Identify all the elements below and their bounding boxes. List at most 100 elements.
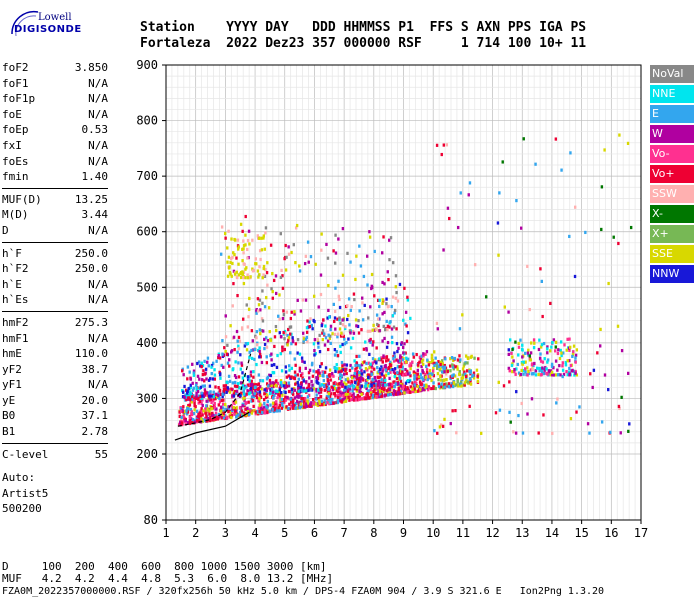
echo-point xyxy=(527,353,530,357)
echo-point xyxy=(275,409,279,413)
echo-point xyxy=(258,265,261,269)
echo-point xyxy=(341,364,344,368)
echo-point xyxy=(370,272,374,277)
echo-point xyxy=(267,306,271,310)
echo-point xyxy=(397,346,400,351)
echo-point xyxy=(201,373,205,377)
echo-point xyxy=(255,262,258,266)
echo-point xyxy=(393,359,396,363)
echo-point xyxy=(371,361,374,365)
echo-point xyxy=(477,357,480,361)
echo-point xyxy=(185,397,188,402)
echo-point xyxy=(279,398,282,402)
echo-point xyxy=(304,389,308,393)
echo-point xyxy=(200,410,203,414)
echo-point xyxy=(424,385,427,389)
echo-point xyxy=(276,353,279,358)
echo-point xyxy=(260,248,264,252)
echo-point xyxy=(272,381,276,385)
echo-point xyxy=(452,358,455,363)
echo-point xyxy=(339,394,342,398)
echo-point xyxy=(272,405,275,409)
echo-point xyxy=(241,411,244,415)
echo-point xyxy=(425,364,428,368)
echo-point xyxy=(282,330,285,335)
echo-point xyxy=(289,351,292,355)
echo-point xyxy=(353,374,356,378)
echo-point xyxy=(383,374,386,378)
echo-point xyxy=(280,397,283,401)
echo-point xyxy=(262,264,266,269)
echo-point xyxy=(461,376,465,380)
echo-point xyxy=(373,328,376,332)
echo-point xyxy=(366,329,370,333)
echo-point xyxy=(358,384,362,388)
echo-point xyxy=(379,393,382,397)
echo-point xyxy=(334,286,337,290)
echo-point xyxy=(527,369,530,374)
echo-point xyxy=(211,377,215,381)
echo-point xyxy=(454,365,457,369)
echo-point xyxy=(420,364,423,369)
echo-point xyxy=(341,392,345,396)
echo-point xyxy=(378,367,382,372)
echo-point xyxy=(294,342,298,346)
echo-point xyxy=(402,351,405,355)
echo-point xyxy=(554,349,557,353)
echo-point xyxy=(236,275,239,280)
echo-point xyxy=(219,252,223,256)
echo-point xyxy=(445,382,448,386)
echo-point xyxy=(321,329,325,333)
echo-point xyxy=(449,364,452,368)
echo-point xyxy=(351,383,354,387)
param-row: yF2 38.7 xyxy=(2,362,108,378)
echo-point xyxy=(204,393,207,397)
echo-point xyxy=(222,411,225,415)
echo-point xyxy=(290,404,293,408)
echo-point xyxy=(301,397,305,401)
echo-point xyxy=(292,398,295,403)
echo-point xyxy=(279,379,283,383)
echo-point xyxy=(192,386,195,390)
x-tick-label: 10 xyxy=(426,526,440,540)
echo-point xyxy=(215,359,218,363)
echo-point xyxy=(612,235,615,239)
echo-point xyxy=(326,390,330,394)
echo-point xyxy=(205,407,209,411)
echo-point xyxy=(627,429,630,433)
echo-point xyxy=(245,348,249,352)
echo-point xyxy=(367,361,371,365)
echo-point xyxy=(288,368,291,372)
echo-point xyxy=(339,390,342,394)
echo-point xyxy=(218,414,222,418)
echo-point xyxy=(192,371,195,375)
param-name: B1 xyxy=(2,425,16,439)
echo-point xyxy=(343,363,346,367)
echo-point xyxy=(447,382,451,386)
echo-point xyxy=(281,286,285,290)
echo-point xyxy=(228,364,231,368)
echo-point xyxy=(214,385,217,389)
echo-point xyxy=(552,373,556,377)
echo-point xyxy=(203,372,207,376)
echo-point xyxy=(370,372,373,376)
echo-point xyxy=(558,364,561,368)
echo-point xyxy=(517,353,520,357)
echo-point xyxy=(514,340,517,344)
echo-point xyxy=(294,382,297,386)
echo-point xyxy=(442,248,445,252)
echo-point xyxy=(242,392,246,396)
echo-point xyxy=(203,359,206,363)
echo-point xyxy=(377,380,381,384)
echo-point xyxy=(295,391,299,395)
echo-point xyxy=(266,375,270,379)
echo-point xyxy=(242,411,246,415)
echo-point xyxy=(312,342,316,346)
echo-point xyxy=(368,352,371,357)
echo-point xyxy=(466,356,470,360)
param-value: N/A xyxy=(88,138,108,152)
echo-point xyxy=(284,390,287,395)
echo-point xyxy=(241,376,245,380)
echo-point xyxy=(551,340,554,345)
echo-point xyxy=(244,407,247,411)
